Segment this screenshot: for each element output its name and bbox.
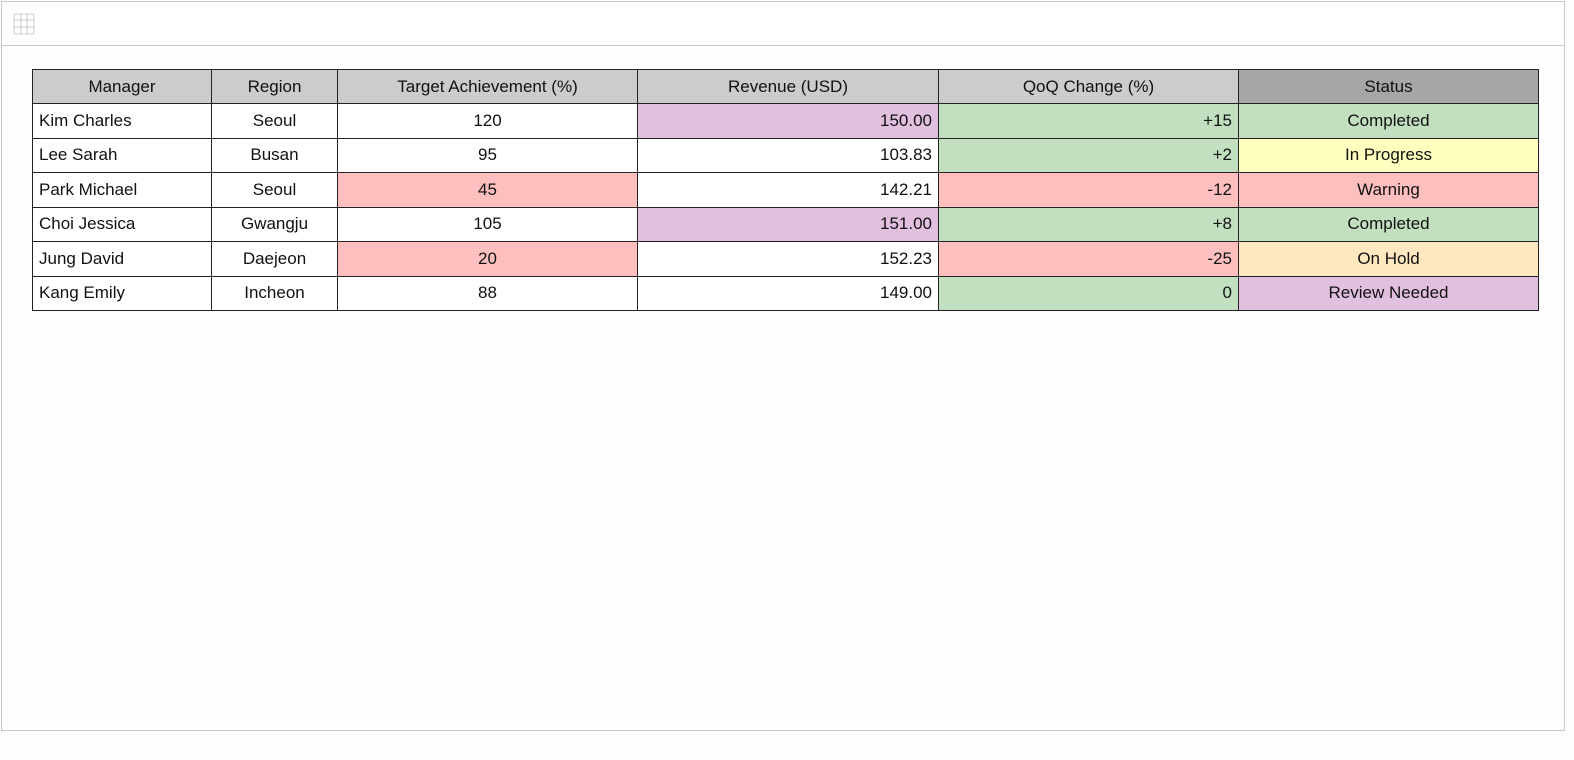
table-cell: +15	[938, 103, 1239, 139]
table-row: Jung David Daejeon 20 152.23 -25 On Hold	[32, 241, 1539, 277]
table-cell: 142.21	[637, 172, 939, 208]
toolbar	[2, 2, 1564, 46]
window: Manager Region Target Achievement (%) Reven…	[1, 1, 1565, 731]
table-cell: Gwangju	[211, 206, 338, 242]
table-cell: -12	[938, 172, 1239, 208]
table-cell: Seoul	[211, 172, 338, 208]
table-cell: Seoul	[211, 103, 338, 139]
table-row: Kim Charles Seoul 120 150.00 +15 Completed	[32, 103, 1539, 139]
table-cell: 150.00	[637, 103, 939, 139]
column-header: Revenue (USD)	[637, 69, 939, 104]
table-cell: Kang Emily	[32, 275, 212, 311]
column-header: QoQ Change (%)	[938, 69, 1239, 104]
table-row: Lee Sarah Busan 95 103.83 +2 In Progress	[32, 137, 1539, 173]
column-header: Status	[1238, 69, 1539, 104]
table-cell: 0	[938, 275, 1239, 311]
table-cell: Review Needed	[1238, 275, 1539, 311]
column-header: Manager	[32, 69, 212, 104]
table-cell: 105	[337, 206, 638, 242]
table-cell: Busan	[211, 137, 338, 173]
table-cell: Incheon	[211, 275, 338, 311]
table-cell: 120	[337, 103, 638, 139]
table-cell: +8	[938, 206, 1239, 242]
table-cell: 103.83	[637, 137, 939, 173]
table-cell: 149.00	[637, 275, 939, 311]
column-header: Target Achievement (%)	[337, 69, 638, 104]
table-cell: Lee Sarah	[32, 137, 212, 173]
table-cell: Kim Charles	[32, 103, 212, 139]
table-cell: 45	[337, 172, 638, 208]
table-row: Kang Emily Incheon 88 149.00 0 Review Needed	[32, 275, 1539, 311]
table-cell: Completed	[1238, 103, 1539, 139]
table-cell: Park Michael	[32, 172, 212, 208]
table-cell: On Hold	[1238, 241, 1539, 277]
table-cell: Jung David	[32, 241, 212, 277]
table-cell: Daejeon	[211, 241, 338, 277]
table-cell: 88	[337, 275, 638, 311]
table-row: Choi Jessica Gwangju 105 151.00 +8 Completed	[32, 206, 1539, 242]
data-table: Manager Region Target Achievement (%) Reven…	[32, 69, 1539, 311]
header-row: Manager Region Target Achievement (%) Reven…	[32, 69, 1539, 104]
column-header: Region	[211, 69, 338, 104]
table-cell: +2	[938, 137, 1239, 173]
table-cell: Completed	[1238, 206, 1539, 242]
table-row: Park Michael Seoul 45 142.21 -12 Warning	[32, 172, 1539, 208]
table-icon[interactable]	[13, 13, 35, 35]
table-cell: Choi Jessica	[32, 206, 212, 242]
table-cell: Warning	[1238, 172, 1539, 208]
table-cell: -25	[938, 241, 1239, 277]
table-cell: 95	[337, 137, 638, 173]
table-cell: 20	[337, 241, 638, 277]
table-cell: In Progress	[1238, 137, 1539, 173]
table-cell: 151.00	[637, 206, 939, 242]
table-cell: 152.23	[637, 241, 939, 277]
